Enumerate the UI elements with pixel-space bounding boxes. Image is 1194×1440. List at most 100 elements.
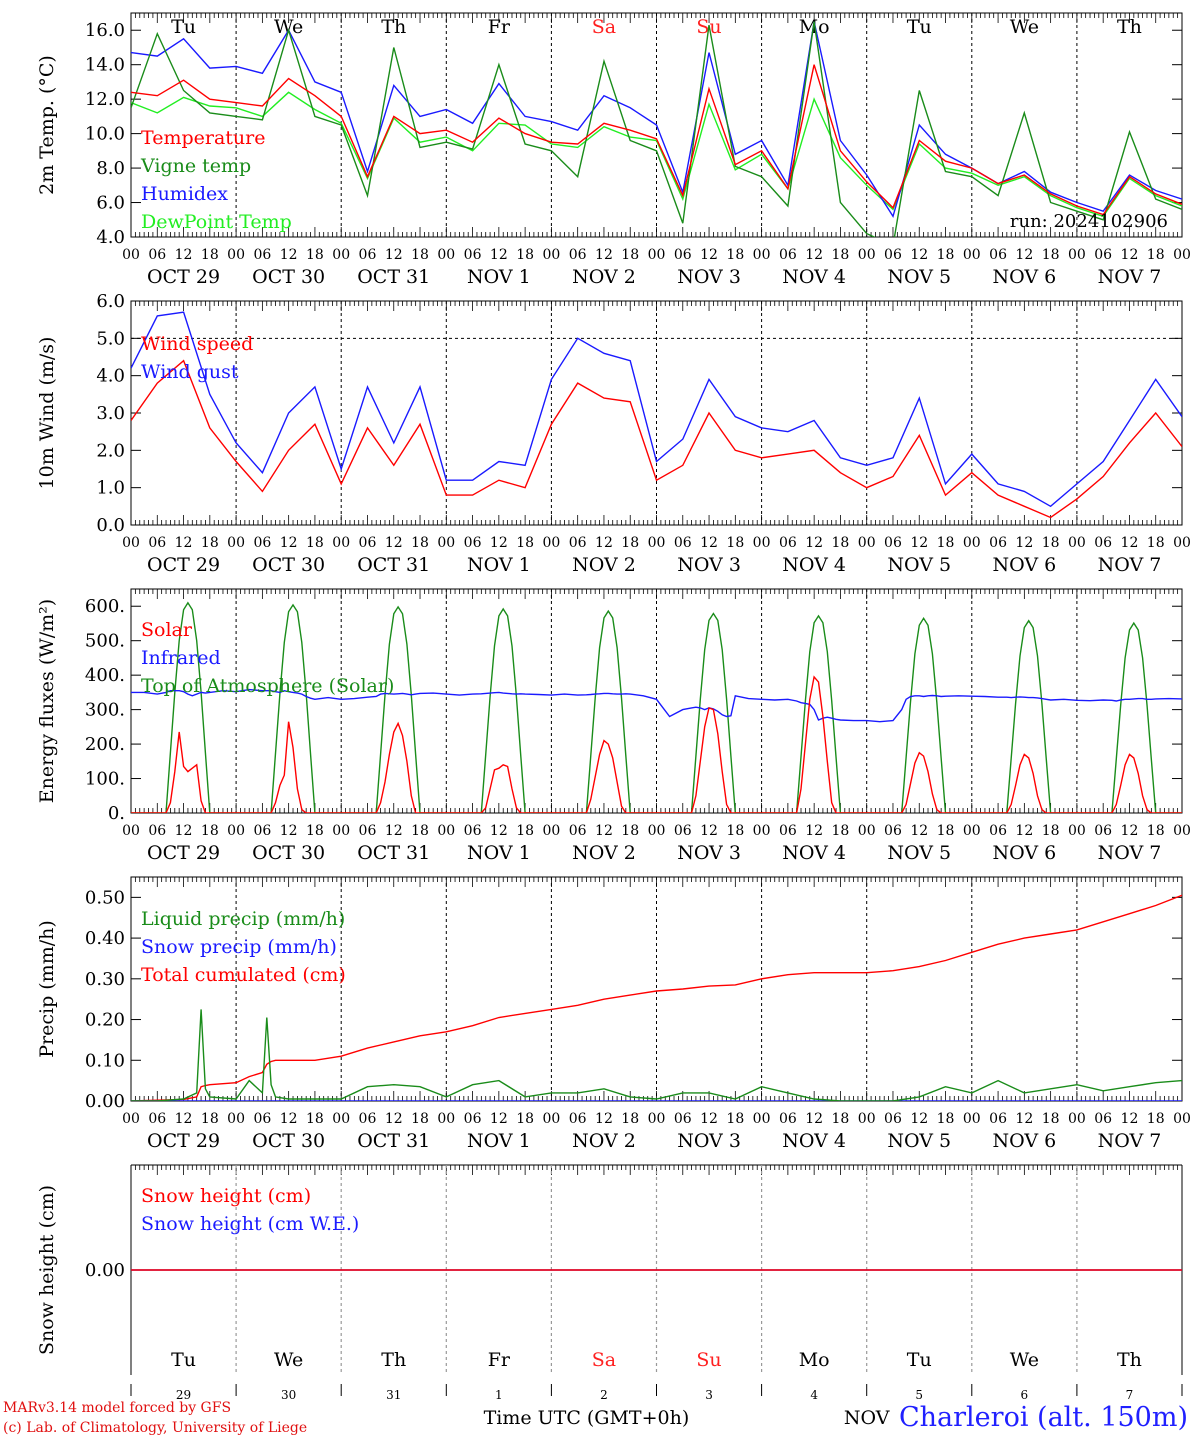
x-hour-tick-label: 18 [832, 247, 850, 263]
x-hour-tick-label: 18 [1147, 247, 1165, 263]
y-tick-label: 500. [85, 631, 125, 652]
legend-entry: Liquid precip (mm/h) [141, 908, 345, 930]
x-hour-tick-label: 06 [569, 823, 587, 839]
x-hour-tick-label: 06 [148, 1111, 166, 1127]
x-hour-tick-label: 12 [175, 1111, 193, 1127]
x-hour-tick-label: 00 [858, 535, 876, 551]
x-hour-tick-label: 06 [989, 535, 1007, 551]
weekday-label: We [274, 1349, 303, 1371]
x-hour-tick-label: 18 [937, 823, 955, 839]
x-hour-tick-label: 00 [437, 535, 455, 551]
x-date-label: NOV 4 [782, 266, 846, 288]
x-hour-tick-label: 18 [937, 247, 955, 263]
y-tick-label: 1.0 [96, 478, 125, 499]
x-hour-tick-label: 18 [306, 1111, 324, 1127]
y-tick-label: 5.0 [96, 328, 125, 349]
series-line-liquid-precip-mm-h [131, 1009, 1182, 1101]
x-hour-tick-label: 06 [253, 247, 271, 263]
x-hour-tick-label: 00 [1173, 823, 1191, 839]
legend-entry: Top of Atmosphere (Solar) [141, 675, 394, 697]
y-tick-label: 0.0 [96, 515, 125, 536]
x-hour-tick-label: 18 [726, 535, 744, 551]
x-date-label: NOV 2 [572, 842, 636, 864]
x-hour-tick-label: 12 [700, 535, 718, 551]
x-hour-tick-label: 12 [1015, 1111, 1033, 1127]
x-hour-tick-label: 12 [490, 247, 508, 263]
x-hour-tick-label: 00 [963, 247, 981, 263]
x-hour-tick-label: 00 [227, 535, 245, 551]
x-hour-tick-label: 06 [253, 535, 271, 551]
x-hour-tick-label: 18 [516, 1111, 534, 1127]
x-hour-tick-label: 18 [937, 535, 955, 551]
x-hour-tick-label: 00 [1173, 247, 1191, 263]
x-hour-tick-label: 00 [753, 823, 771, 839]
legend-entry: Temperature [141, 127, 265, 149]
x-date-label: NOV 2 [572, 554, 636, 576]
x-hour-tick-label: 00 [753, 1111, 771, 1127]
x-date-label: NOV 7 [1098, 1130, 1162, 1152]
panel-5: 0.00 Snow height (cm) Snow height (cm) Snow… [36, 1164, 1183, 1429]
y-tick-label: 0. [108, 803, 125, 824]
x-hour-tick-label: 18 [306, 247, 324, 263]
x-hour-tick-label: 06 [569, 535, 587, 551]
weekday-label: Fr [488, 16, 511, 38]
legend-entry: Snow precip (mm/h) [141, 936, 337, 958]
x-hour-tick-label: 06 [148, 535, 166, 551]
x-date-label: NOV 7 [1098, 554, 1162, 576]
panel-3: 0. 100. 200. 300. 400. 500. 600. Energy fluxes … [36, 588, 1191, 864]
x-hour-tick-label: 00 [542, 823, 560, 839]
x-hour-tick-label: 12 [910, 1111, 928, 1127]
x-hour-tick-label: 06 [359, 1111, 377, 1127]
x-date-label: NOV 7 [1098, 842, 1162, 864]
weekday-label: Th [381, 16, 406, 38]
x-hour-tick-label: 18 [201, 823, 219, 839]
x-hour-tick-label: 18 [411, 823, 429, 839]
weekday-label: Sa [592, 16, 616, 38]
x-date-label: NOV 1 [467, 554, 531, 576]
y-tick-label: 300. [85, 700, 125, 721]
series-line-dewpoint-temp [131, 91, 1182, 218]
x-date-label: OCT 30 [252, 554, 325, 576]
y-tick-label: 6.0 [96, 193, 125, 214]
x-hour-tick-label: 06 [464, 1111, 482, 1127]
x-date-label: NOV 6 [992, 554, 1056, 576]
x-date-label: OCT 30 [252, 266, 325, 288]
weekday-label: Fr [488, 1349, 511, 1371]
weekday-label: Mo [799, 1349, 830, 1371]
y-tick-label: 100. [85, 769, 125, 790]
legend-entry: Snow height (cm W.E.) [141, 1213, 359, 1235]
x-hour-tick-label: 06 [779, 247, 797, 263]
weekday-label: We [274, 16, 303, 38]
x-axis-title: Time UTC (GMT+0h) [484, 1407, 690, 1429]
day-number-label: 2 [600, 1388, 608, 1402]
x-hour-tick-label: 18 [411, 1111, 429, 1127]
x-hour-tick-label: 12 [910, 247, 928, 263]
x-hour-tick-label: 18 [1042, 247, 1060, 263]
y-tick-label: 12.0 [85, 89, 125, 110]
x-hour-tick-label: 00 [332, 823, 350, 839]
x-date-label: OCT 29 [147, 554, 220, 576]
weekday-label: Tu [907, 1349, 932, 1371]
series-line-humidex [131, 21, 1182, 218]
y-axis-label: Energy fluxes (W/m²) [36, 599, 58, 803]
y-axis-label: 10m Wind (m/s) [36, 337, 58, 490]
x-hour-tick-label: 00 [963, 535, 981, 551]
x-date-label: NOV 4 [782, 1130, 846, 1152]
x-hour-tick-label: 06 [884, 247, 902, 263]
x-hour-tick-label: 18 [411, 535, 429, 551]
x-hour-tick-label: 18 [621, 823, 639, 839]
y-tick-label: 0.10 [85, 1050, 125, 1071]
x-hour-tick-label: 06 [779, 823, 797, 839]
x-hour-tick-label: 12 [175, 535, 193, 551]
day-number-label: 31 [386, 1388, 401, 1402]
x-hour-tick-label: 12 [280, 823, 298, 839]
x-date-label: NOV 1 [467, 266, 531, 288]
month-label: NOV [844, 1407, 890, 1429]
series-line-infrared [131, 688, 1182, 723]
weekday-label: Su [696, 1349, 721, 1371]
x-hour-tick-label: 12 [175, 823, 193, 839]
x-hour-tick-label: 18 [832, 535, 850, 551]
x-hour-tick-label: 00 [122, 1111, 140, 1127]
x-hour-tick-label: 18 [1042, 1111, 1060, 1127]
x-hour-tick-label: 12 [1121, 247, 1139, 263]
